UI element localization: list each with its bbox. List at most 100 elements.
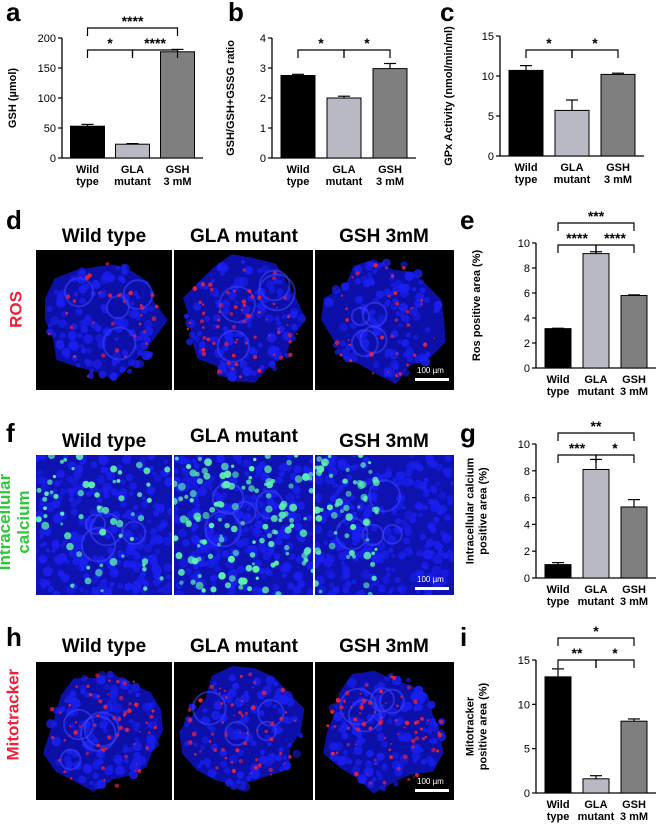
nucleus <box>429 485 437 493</box>
signal-spot <box>278 328 281 330</box>
y-tick-label: 8 <box>524 466 530 478</box>
nucleus <box>56 339 64 347</box>
nucleus <box>45 548 51 553</box>
nucleus <box>229 367 237 376</box>
nucleus <box>246 506 252 512</box>
nucleus <box>368 279 376 286</box>
nucleus <box>174 589 185 595</box>
signal-spot <box>179 515 188 524</box>
signal-spot <box>174 456 179 461</box>
signal-spot <box>362 495 368 501</box>
signal-spot <box>234 362 239 367</box>
nucleus <box>165 581 172 588</box>
nucleus <box>67 340 78 351</box>
signal-spot <box>330 751 335 756</box>
panel-letter-b: b <box>228 0 244 27</box>
nucleus <box>98 488 104 493</box>
nucleus <box>66 696 73 704</box>
signal-spot <box>107 735 112 740</box>
signal-spot <box>221 747 226 752</box>
nucleus <box>387 707 398 718</box>
signal-spot <box>271 276 276 281</box>
nucleus <box>403 537 410 545</box>
signal-spot <box>262 586 270 594</box>
nucleus <box>278 747 284 753</box>
signal-spot <box>57 341 59 343</box>
signal-spot <box>272 270 277 275</box>
signal-spot <box>259 537 265 544</box>
signal-spot <box>70 583 75 588</box>
nucleus <box>417 705 424 712</box>
nucleus <box>63 755 72 764</box>
signal-spot <box>357 455 364 458</box>
nucleus <box>191 534 198 540</box>
bar <box>372 68 408 159</box>
significance-bracket <box>557 222 635 231</box>
micrograph-f-gla-mutant <box>174 455 313 595</box>
nucleus <box>58 479 63 484</box>
signal-spot <box>240 520 246 526</box>
y-tick-label: 0 <box>50 153 56 165</box>
nucleus <box>340 560 346 566</box>
signal-spot <box>127 708 132 713</box>
signal-spot <box>221 720 225 725</box>
signal-spot <box>231 768 237 774</box>
signal-spot <box>59 711 62 714</box>
signal-spot <box>414 772 419 777</box>
signal-spot <box>301 552 308 559</box>
signal-spot <box>352 480 358 485</box>
signal-spot <box>382 704 385 707</box>
signal-spot <box>414 736 420 741</box>
nucleus <box>66 487 73 494</box>
signal-spot <box>239 731 241 734</box>
scale-bar <box>415 789 449 792</box>
signal-spot <box>174 497 178 506</box>
signal-spot <box>437 732 443 738</box>
signal-spot <box>218 572 226 580</box>
nucleus <box>85 727 92 734</box>
signal-spot <box>217 369 222 374</box>
signal-spot <box>421 737 426 741</box>
signal-spot <box>350 523 357 530</box>
nucleus <box>277 279 283 285</box>
nucleus <box>222 344 229 352</box>
signal-spot <box>58 758 62 763</box>
signal-spot <box>431 747 436 753</box>
signal-spot <box>101 766 105 771</box>
signal-spot <box>254 488 260 494</box>
nucleus <box>424 327 431 333</box>
nucleus <box>206 559 216 569</box>
signal-spot <box>228 575 236 582</box>
signal-spot <box>75 455 84 461</box>
nucleus <box>383 366 393 376</box>
nucleus <box>367 272 373 278</box>
nucleus <box>143 319 153 329</box>
nucleus <box>392 477 398 483</box>
signal-spot <box>94 492 100 498</box>
signal-spot <box>175 552 183 560</box>
nucleus <box>318 556 325 563</box>
nucleus <box>52 590 61 595</box>
bar <box>544 676 572 794</box>
signal-spot <box>217 542 221 547</box>
nucleus <box>405 461 416 471</box>
nucleus <box>95 333 105 343</box>
header-f-wild-type: Wild type <box>61 431 147 452</box>
signal-spot <box>353 717 357 722</box>
nucleus <box>265 675 275 686</box>
signal-spot <box>321 458 329 467</box>
category-label: GLA <box>584 374 607 386</box>
nucleus <box>317 585 327 595</box>
signal-spot <box>380 335 385 340</box>
nucleus <box>124 582 133 591</box>
y-tick-label: 10 <box>482 71 494 83</box>
nucleus <box>351 579 357 585</box>
signal-spot <box>413 776 415 778</box>
nucleus <box>262 551 272 561</box>
signal-spot <box>342 712 345 715</box>
signal-spot <box>133 334 137 338</box>
nucleus <box>210 278 215 283</box>
signal-spot <box>359 705 364 710</box>
significance-label: *** <box>569 440 586 456</box>
rosette <box>257 273 296 312</box>
